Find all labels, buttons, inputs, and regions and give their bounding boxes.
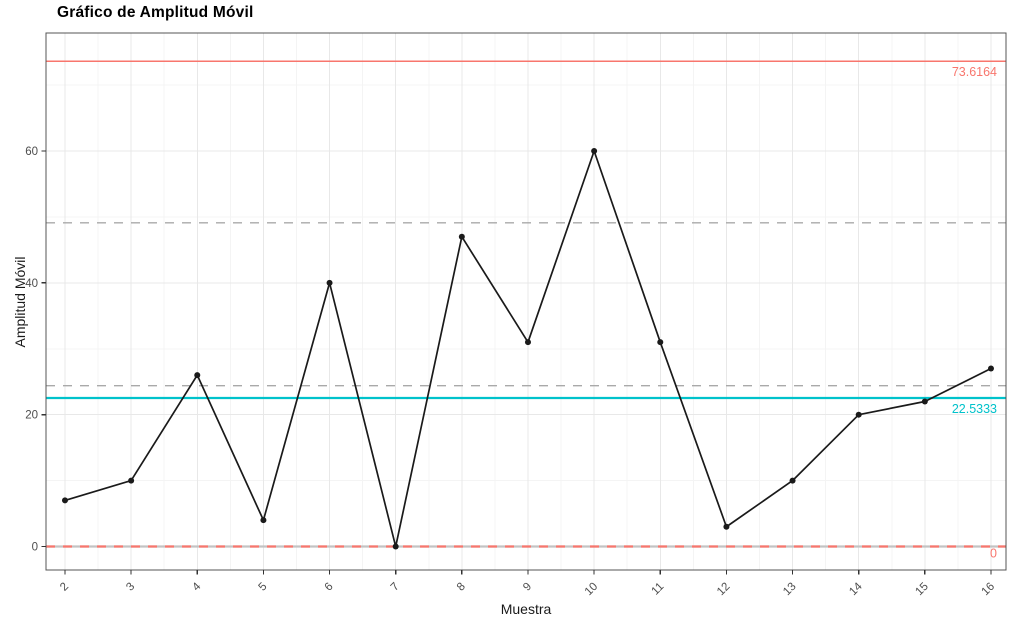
data-point [326,279,333,286]
grid-major [46,33,1006,570]
upper-control-limit-label: 73.6164 [952,65,997,79]
x-tick-label: 5 [257,581,270,594]
data-point [921,398,928,405]
x-axis-title: Muestra [500,601,552,617]
y-axis-title: Amplitud Móvil [12,256,28,348]
x-tick-label: 12 [715,581,733,599]
y-tick-label: 0 [32,542,38,554]
y-axis-ticks: 0 20 40 60 [25,146,46,554]
x-tick-label: 14 [847,580,865,598]
y-tick-label: 60 [25,146,38,158]
x-tick-label: 16 [980,581,998,599]
x-tick-label: 4 [190,580,203,593]
center-line-label: 22.5333 [952,402,997,416]
x-tick-label: 6 [323,581,336,594]
x-tick-label: 11 [649,581,666,598]
panel-border [45,32,1007,571]
x-tick-label: 3 [124,581,137,594]
control-limit-lines [46,60,1006,548]
data-point [855,411,862,418]
x-axis-ticks: 2 3 4 5 6 7 8 9 10 11 12 13 14 15 16 [58,570,997,598]
y-tick-label: 20 [25,410,38,422]
x-tick-label: 9 [521,581,534,594]
data-point [458,233,465,240]
data-point [392,543,399,550]
data-point [657,339,664,346]
data-point [128,477,135,484]
lower-control-limit-label: 0 [990,547,997,561]
grid-minor [46,33,1006,570]
x-tick-label: 2 [58,581,71,594]
data-point [723,523,730,530]
y-tick-label: 40 [25,278,38,290]
moving-range-series [61,148,994,550]
x-tick-label: 7 [389,581,402,594]
x-tick-label: 10 [583,581,601,599]
data-point [194,372,201,379]
data-point [987,365,994,372]
x-tick-label: 8 [455,581,468,594]
x-tick-label: 15 [913,581,931,599]
data-point [524,339,531,346]
data-point [61,497,68,504]
data-point [591,148,598,155]
control-limit-labels: 73.6164 22.5333 0 [952,65,997,560]
data-point [789,477,796,484]
x-tick-label: 13 [781,581,799,599]
chart-title: Gráfico de Amplitud Móvil [57,4,254,21]
data-point [260,517,267,524]
